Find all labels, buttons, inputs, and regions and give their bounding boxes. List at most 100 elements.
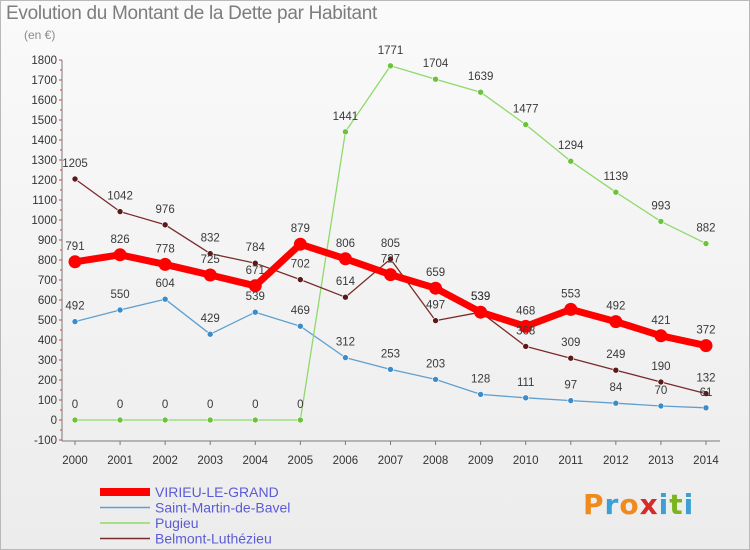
data-point <box>71 318 79 325</box>
data-label: 309 <box>561 337 580 349</box>
x-tick-label: 2012 <box>603 455 629 467</box>
data-label: 312 <box>336 337 355 349</box>
data-point <box>567 397 575 404</box>
legend-label: VIRIEU-LE-GRAND <box>155 484 279 500</box>
data-point <box>432 75 439 83</box>
data-point <box>387 366 394 373</box>
data-label: 203 <box>426 358 445 370</box>
data-point <box>251 416 259 424</box>
legend-label: Saint-Martin-de-Bavel <box>155 500 290 516</box>
data-label: 539 <box>246 291 265 303</box>
data-point <box>203 268 217 282</box>
data-label: 805 <box>381 238 400 250</box>
data-point <box>297 276 304 283</box>
data-label: 671 <box>246 265 265 277</box>
data-point <box>657 402 665 410</box>
data-label: 1771 <box>378 45 404 57</box>
data-label: 1205 <box>62 158 88 170</box>
data-label: 492 <box>606 301 625 313</box>
data-point <box>477 88 484 96</box>
data-point <box>206 416 214 424</box>
data-point <box>297 416 304 424</box>
data-label: 492 <box>65 301 84 313</box>
logo-letter: i <box>658 488 670 521</box>
data-label: 1294 <box>558 140 584 152</box>
data-label: 614 <box>336 276 356 288</box>
y-tick-label: 1800 <box>31 55 57 67</box>
data-label: 1477 <box>513 104 539 116</box>
data-label: 190 <box>651 361 670 373</box>
y-tick-label: 1500 <box>31 115 57 127</box>
data-point <box>477 391 484 398</box>
y-tick-label: 1300 <box>31 155 57 167</box>
y-tick-label: 700 <box>38 275 57 287</box>
x-tick-label: 2011 <box>558 455 583 467</box>
data-label: 725 <box>201 254 220 266</box>
data-label: 421 <box>651 315 670 327</box>
y-tick-label: 1200 <box>31 175 57 187</box>
data-label: 0 <box>162 399 168 411</box>
y-tick-label: 800 <box>38 255 57 267</box>
y-tick-label: 1000 <box>31 215 57 227</box>
data-label: 128 <box>471 373 490 385</box>
data-point <box>251 259 259 267</box>
x-tick-label: 2010 <box>513 455 539 467</box>
logo-letter: o <box>619 488 640 521</box>
data-label: 0 <box>207 399 213 411</box>
data-point <box>702 240 710 247</box>
y-tick-label: 200 <box>38 375 57 387</box>
data-point <box>116 306 124 314</box>
data-point <box>522 343 530 350</box>
data-point <box>206 250 214 257</box>
data-label: 368 <box>516 325 535 337</box>
data-point <box>609 315 623 329</box>
data-label: 468 <box>516 305 535 317</box>
data-label: 1042 <box>107 191 133 203</box>
data-point <box>68 255 82 269</box>
data-label: 84 <box>609 382 622 394</box>
y-tick-label: 400 <box>38 335 57 347</box>
data-point <box>297 322 304 330</box>
data-label: 372 <box>696 325 715 337</box>
data-point <box>567 157 575 165</box>
data-point <box>657 218 665 225</box>
data-point <box>612 366 620 374</box>
data-label: 832 <box>201 233 220 245</box>
data-point <box>429 281 443 295</box>
data-label: 0 <box>72 399 78 411</box>
data-point <box>161 221 169 229</box>
data-label: 1139 <box>603 171 628 183</box>
data-point <box>519 319 533 333</box>
data-label: 111 <box>517 377 534 389</box>
x-tick-label: 2006 <box>333 455 359 467</box>
data-point <box>161 416 169 424</box>
y-tick-label: 1700 <box>31 75 57 87</box>
data-label: 97 <box>564 380 577 392</box>
data-label: 1441 <box>333 111 359 123</box>
data-label: 702 <box>291 259 310 271</box>
data-label: 70 <box>655 385 668 397</box>
y-tick-label: -100 <box>34 435 57 447</box>
data-label: 249 <box>606 349 625 361</box>
data-label: 550 <box>110 289 129 301</box>
data-label: 0 <box>117 399 123 411</box>
logo-letter: r <box>604 488 620 521</box>
data-label: 1704 <box>423 58 449 70</box>
y-tick-label: 500 <box>38 315 57 327</box>
y-tick-label: 1600 <box>31 95 57 107</box>
data-label: 727 <box>381 254 400 266</box>
unit-label: (en €) <box>24 28 56 42</box>
data-label: 882 <box>696 223 715 235</box>
data-label: 778 <box>156 243 175 255</box>
data-label: 429 <box>201 313 220 325</box>
data-point <box>342 128 349 136</box>
data-point <box>161 295 169 303</box>
legend-label: Pugieu <box>155 515 199 531</box>
data-label: 659 <box>426 267 445 279</box>
data-point <box>71 175 79 183</box>
data-label: 469 <box>291 305 310 317</box>
data-point <box>116 416 124 424</box>
data-point <box>293 237 307 251</box>
x-tick-label: 2007 <box>378 455 404 467</box>
